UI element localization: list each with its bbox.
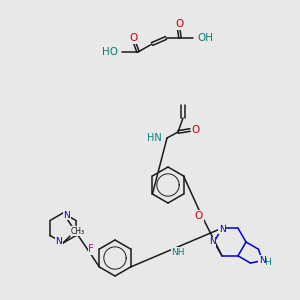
- Text: N: N: [219, 225, 225, 234]
- Text: OH: OH: [197, 33, 213, 43]
- Text: N: N: [259, 256, 266, 265]
- Text: CH₃: CH₃: [71, 226, 85, 236]
- Text: N: N: [56, 236, 62, 245]
- Text: HN: HN: [147, 133, 162, 143]
- Text: N: N: [208, 238, 215, 247]
- Text: N: N: [64, 211, 70, 220]
- Text: O: O: [192, 125, 200, 135]
- Text: HO: HO: [102, 47, 118, 57]
- Text: O: O: [195, 211, 203, 221]
- Text: NH: NH: [172, 248, 185, 257]
- Text: F: F: [88, 244, 94, 254]
- Text: O: O: [176, 19, 184, 29]
- Text: H: H: [264, 258, 271, 267]
- Text: O: O: [129, 33, 137, 43]
